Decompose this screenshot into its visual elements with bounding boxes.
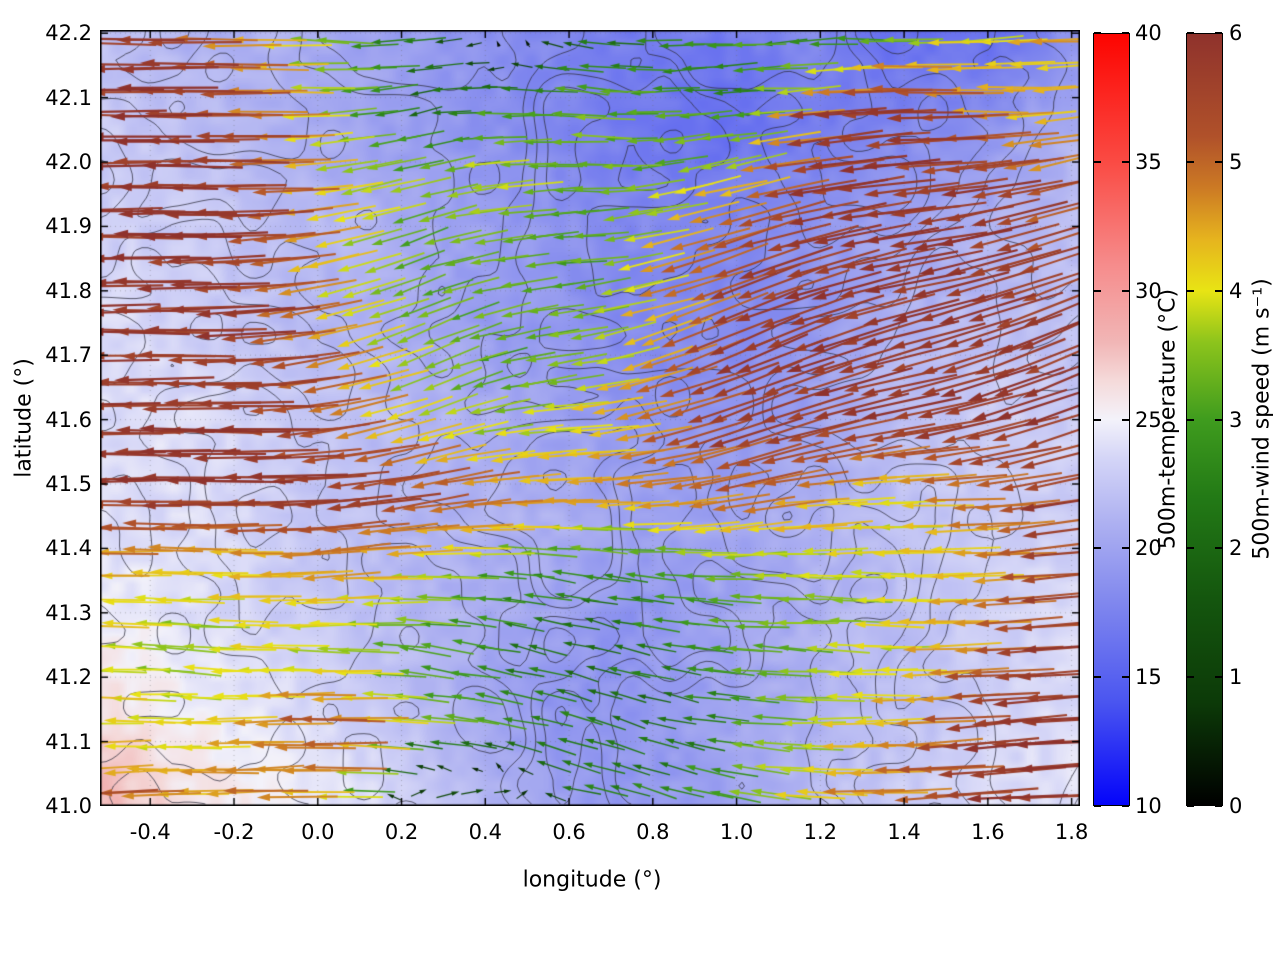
colorbar-tick-mark (1215, 32, 1222, 34)
y-tick-label: 42.2 (45, 21, 92, 46)
colorbar-tick-mark (1094, 418, 1101, 421)
x-tick-label: 0.6 (552, 820, 586, 844)
x-tick-label: 0.8 (636, 820, 670, 844)
x-tick-label: -0.2 (213, 820, 255, 844)
colorbar-tick-label: 35 (1135, 149, 1162, 174)
colorbar-tick-mark (1187, 160, 1194, 163)
y-tick-label: 41.5 (45, 472, 92, 496)
colorbar-tick-label: 15 (1135, 665, 1162, 690)
colorbar-tick-mark (1094, 32, 1101, 34)
colorbar-tick-mark (1094, 676, 1101, 679)
y-tick-label: 41.4 (45, 536, 92, 561)
colorbar-tick-label: 40 (1135, 21, 1162, 45)
colorbar-tick-label: 25 (1135, 407, 1162, 432)
x-axis-label: longitude (°) (522, 867, 662, 893)
y-tick-label: 41.7 (45, 343, 92, 368)
y-tick-label: 41.1 (45, 729, 92, 754)
colorbar-tick-mark (1094, 289, 1101, 292)
colorbar-tick-label: 3 (1229, 407, 1243, 432)
colorbar-tick-mark (1187, 289, 1194, 292)
x-tick-label: 1.0 (719, 820, 754, 844)
wind-colorbar-label: 500m-wind speed (m s⁻¹) (1249, 278, 1275, 560)
map-plot-canvas (100, 30, 1080, 806)
x-tick-label: 0.2 (384, 820, 419, 844)
x-tick-label: 1.6 (971, 820, 1005, 844)
colorbar-tick-mark (1187, 676, 1194, 679)
colorbar-tick-mark (1122, 418, 1129, 421)
x-tick-label: -0.4 (129, 820, 171, 844)
y-tick-label: 41.2 (45, 665, 92, 690)
colorbar-tick-label: 0 (1229, 794, 1243, 818)
colorbar-tick-label: 1 (1229, 665, 1243, 690)
colorbar-tick-label: 6 (1229, 21, 1243, 45)
colorbar-tick-label: 10 (1135, 794, 1162, 818)
x-tick-label: 1.2 (803, 820, 838, 844)
colorbar-tick-mark (1122, 289, 1129, 292)
colorbar-tick-mark (1122, 805, 1129, 807)
y-tick-label: 41.0 (45, 794, 92, 818)
colorbar-tick-label: 30 (1135, 278, 1162, 303)
colorbar-tick-mark (1094, 160, 1101, 163)
colorbar-tick-mark (1094, 805, 1101, 807)
y-tick-label: 41.6 (45, 407, 92, 432)
colorbar-tick-mark (1122, 547, 1129, 550)
y-tick-label: 41.3 (45, 600, 92, 625)
x-tick-label: 1.8 (1054, 820, 1089, 844)
colorbar-tick-mark (1215, 418, 1222, 421)
colorbar-tick-label: 4 (1229, 278, 1243, 303)
y-tick-label: 42.0 (45, 150, 92, 175)
colorbar-tick-mark (1122, 676, 1129, 679)
colorbar-tick-label: 2 (1229, 536, 1243, 561)
colorbar-tick-mark (1187, 418, 1194, 421)
colorbar-tick-mark (1215, 547, 1222, 550)
colorbar-tick-mark (1122, 160, 1129, 163)
colorbar-tick-mark (1187, 547, 1194, 550)
colorbar-tick-mark (1122, 32, 1129, 34)
colorbar-tick-mark (1215, 805, 1222, 807)
colorbar-tick-mark (1187, 32, 1194, 34)
colorbar-tick-mark (1215, 160, 1222, 163)
y-axis-label: latitude (°) (11, 358, 37, 478)
x-tick-label: 0.0 (301, 820, 335, 844)
y-tick-label: 41.8 (45, 278, 92, 303)
y-tick-label: 42.1 (45, 85, 92, 110)
colorbar-tick-mark (1094, 547, 1101, 550)
colorbar-tick-label: 20 (1135, 536, 1162, 561)
colorbar-tick-mark (1215, 676, 1222, 679)
colorbar-tick-label: 5 (1229, 149, 1243, 174)
x-tick-label: 1.4 (887, 820, 921, 844)
temperature-colorbar-label: 500m-temperature (°C) (1155, 288, 1181, 550)
colorbar-tick-mark (1215, 289, 1222, 292)
colorbar-tick-mark (1187, 805, 1194, 807)
x-tick-label: 0.4 (468, 820, 502, 844)
y-tick-label: 41.9 (45, 214, 92, 239)
